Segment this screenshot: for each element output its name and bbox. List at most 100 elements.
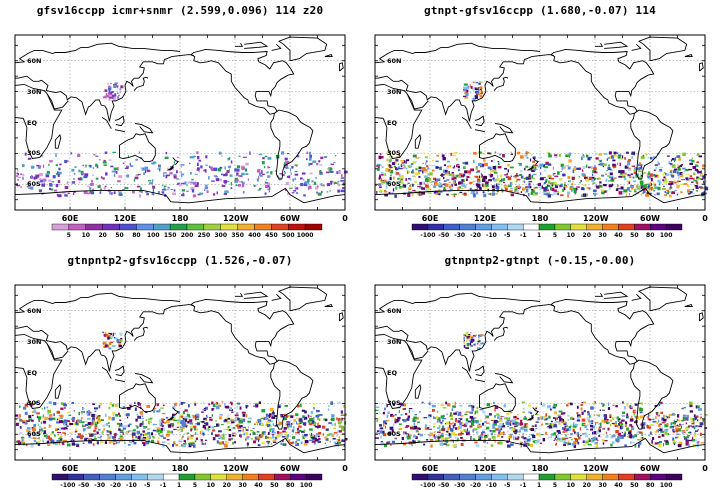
- field-cell: [545, 413, 548, 417]
- field-cell: [333, 404, 335, 407]
- field-cell: [535, 413, 539, 416]
- field-cell: [537, 417, 540, 421]
- field-cell: [245, 162, 249, 166]
- field-cell: [676, 184, 680, 189]
- field-cell: [678, 176, 680, 179]
- field-cell: [693, 177, 695, 180]
- field-cell: [55, 164, 58, 167]
- field-cell: [564, 185, 568, 188]
- field-cell: [86, 410, 91, 415]
- field-cell: [588, 166, 591, 169]
- field-cell: [45, 175, 49, 178]
- field-cell: [614, 425, 618, 427]
- field-cell: [38, 419, 40, 422]
- field-cell: [549, 182, 552, 184]
- field-cell: [118, 428, 121, 431]
- field-cell: [94, 414, 97, 418]
- field-cell: [259, 175, 263, 177]
- field-cell: [325, 419, 328, 422]
- field-cell: [379, 427, 384, 430]
- field-cell: [48, 417, 53, 421]
- field-cell: [64, 194, 68, 197]
- field-cell: [122, 426, 127, 430]
- field-cell: [582, 154, 585, 156]
- field-cell: [627, 436, 629, 438]
- field-cell: [118, 437, 121, 440]
- field-cell: [261, 161, 265, 165]
- field-cell: [86, 427, 91, 429]
- field-cell: [547, 174, 552, 178]
- field-cell: [118, 343, 122, 347]
- field-cell: [680, 423, 685, 426]
- field-cell: [390, 443, 392, 447]
- field-cell: [385, 419, 390, 422]
- coastline: [630, 109, 674, 180]
- lon-label: 60W: [280, 214, 300, 223]
- field-cell: [701, 183, 704, 185]
- field-cell: [176, 426, 179, 428]
- field-cell: [538, 156, 543, 159]
- field-cell: [649, 156, 653, 160]
- field-cell: [156, 410, 160, 413]
- field-cell: [84, 420, 87, 423]
- colorbar-swatch: [554, 473, 572, 481]
- field-cell: [236, 172, 239, 176]
- field-cell: [238, 155, 241, 157]
- field-cell: [513, 436, 516, 441]
- field-cell: [509, 427, 514, 430]
- field-cell: [224, 406, 226, 408]
- field-cell: [212, 437, 216, 441]
- field-cell: [454, 174, 458, 176]
- field-cell: [81, 411, 83, 415]
- field-cell: [261, 170, 263, 174]
- field-cell: [577, 414, 581, 418]
- field-cell: [145, 191, 148, 194]
- field-cell: [698, 425, 703, 428]
- colorbar-swatch: [85, 223, 103, 231]
- field-cell: [272, 434, 274, 436]
- field-cell: [559, 194, 564, 197]
- field-cell: [555, 417, 557, 421]
- field-cell: [632, 176, 635, 179]
- field-cell: [140, 167, 145, 169]
- field-cell: [659, 182, 661, 186]
- field-cell: [320, 156, 324, 160]
- field-cell: [501, 178, 503, 182]
- field-cell: [392, 423, 395, 427]
- field-cell: [430, 432, 433, 436]
- field-cell: [188, 419, 193, 423]
- field-cell: [111, 404, 114, 407]
- field-cell: [491, 435, 496, 439]
- field-cell: [673, 420, 678, 423]
- field-cell: [621, 170, 625, 174]
- field-cell: [418, 170, 420, 175]
- field-cell: [136, 185, 141, 188]
- coastline: [46, 343, 69, 360]
- field-cell: [457, 433, 462, 436]
- field-cell: [33, 409, 36, 412]
- coastline: [172, 407, 179, 416]
- field-cell: [19, 425, 22, 429]
- field-cell: [473, 421, 476, 424]
- field-cell: [132, 435, 134, 439]
- field-cell: [67, 181, 69, 183]
- field-cell: [71, 168, 75, 172]
- field-cell: [628, 431, 632, 435]
- field-cell: [151, 432, 154, 436]
- field-cell: [263, 166, 266, 169]
- field-cell: [104, 151, 108, 155]
- field-cell: [142, 430, 145, 433]
- field-cell: [307, 414, 310, 418]
- colorbar-swatch: [618, 223, 635, 231]
- field-cell: [430, 181, 433, 184]
- coastline: [595, 292, 604, 297]
- field-cell: [119, 419, 122, 421]
- field-cell: [203, 417, 207, 421]
- field-cell: [670, 185, 672, 189]
- field-cell: [696, 441, 699, 443]
- lon-label: 120E: [473, 214, 497, 223]
- field-cell: [221, 173, 223, 176]
- field-cell: [473, 194, 476, 198]
- colorbar-swatch: [586, 473, 603, 481]
- field-cell: [82, 164, 84, 167]
